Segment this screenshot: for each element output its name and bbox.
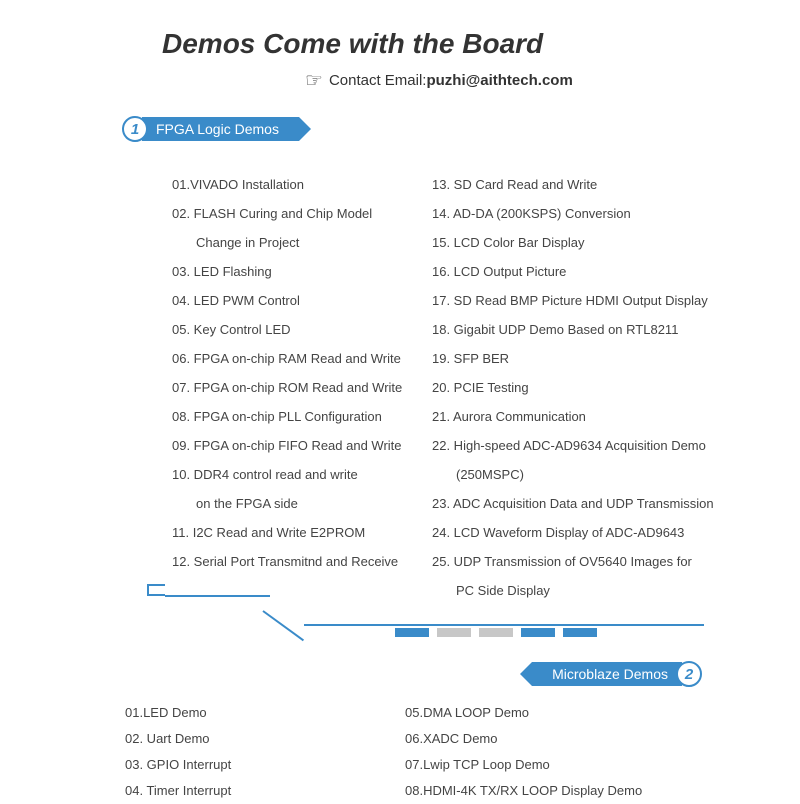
list-item: 11. I2C Read and Write E2PROM xyxy=(172,518,422,547)
contact-label: Contact Email: xyxy=(329,72,427,89)
dash-icon xyxy=(395,628,429,637)
list-item: 06.XADC Demo xyxy=(405,726,705,752)
list-item: PC Side Display xyxy=(432,576,732,605)
list-item: 04. Timer Interrupt xyxy=(125,778,375,804)
dash-icon xyxy=(437,628,471,637)
dash-icon xyxy=(479,628,513,637)
page-title: Demos Come with the Board xyxy=(162,28,543,60)
section1-right-column: 13. SD Card Read and Write14. AD-DA (200… xyxy=(432,170,732,605)
list-item: 04. LED PWM Control xyxy=(172,286,422,315)
divider-box-icon xyxy=(147,584,165,596)
list-item: 21. Aurora Communication xyxy=(432,402,732,431)
divider-line xyxy=(165,595,270,597)
contact-email: puzhi@aithtech.com xyxy=(426,72,572,89)
list-item: on the FPGA side xyxy=(172,489,422,518)
list-item: 07.Lwip TCP Loop Demo xyxy=(405,752,705,778)
list-item: 08.HDMI-4K TX/RX LOOP Display Demo xyxy=(405,778,705,804)
list-item: 18. Gigabit UDP Demo Based on RTL8211 xyxy=(432,315,732,344)
list-item: 01.LED Demo xyxy=(125,700,375,726)
list-item: 16. LCD Output Picture xyxy=(432,257,732,286)
list-item: 08. FPGA on-chip PLL Configuration xyxy=(172,402,422,431)
list-item: 10. DDR4 control read and write xyxy=(172,460,422,489)
list-item: 01.VIVADO Installation xyxy=(172,170,422,199)
list-item: 06. FPGA on-chip RAM Read and Write xyxy=(172,344,422,373)
list-item: 05.DMA LOOP Demo xyxy=(405,700,705,726)
list-item: 12. Serial Port Transmitnd and Receive xyxy=(172,547,422,576)
list-item: 02. FLASH Curing and Chip Model xyxy=(172,199,422,228)
list-item: 13. SD Card Read and Write xyxy=(432,170,732,199)
list-item: 15. LCD Color Bar Display xyxy=(432,228,732,257)
divider-dashes xyxy=(395,628,597,637)
section-1-number: 1 xyxy=(122,116,148,142)
list-item: 07. FPGA on-chip ROM Read and Write xyxy=(172,373,422,402)
list-item: Change in Project xyxy=(172,228,422,257)
dash-icon xyxy=(521,628,555,637)
list-item: 19. SFP BER xyxy=(432,344,732,373)
divider-line xyxy=(304,624,704,626)
hand-point-icon: ☞ xyxy=(305,68,323,93)
list-item: 02. Uart Demo xyxy=(125,726,375,752)
list-item: 14. AD-DA (200KSPS) Conversion xyxy=(432,199,732,228)
section1-left-column: 01.VIVADO Installation02. FLASH Curing a… xyxy=(172,170,422,576)
list-item: 24. LCD Waveform Display of ADC-AD9643 xyxy=(432,518,732,547)
section-1-badge: 1 FPGA Logic Demos xyxy=(122,116,299,142)
section2-left-column: 01.LED Demo02. Uart Demo03. GPIO Interru… xyxy=(125,700,375,804)
section-2-label: Microblaze Demos xyxy=(532,662,682,686)
list-item: 25. UDP Transmission of OV5640 Images fo… xyxy=(432,547,732,576)
list-item: 23. ADC Acquisition Data and UDP Transmi… xyxy=(432,489,732,518)
list-item: 03. GPIO Interrupt xyxy=(125,752,375,778)
list-item: (250MSPC) xyxy=(432,460,732,489)
dash-icon xyxy=(563,628,597,637)
contact-line: ☞ Contact Email: puzhi@aithtech.com xyxy=(305,68,573,93)
section-2-number: 2 xyxy=(676,661,702,687)
section-1-label: FPGA Logic Demos xyxy=(142,117,299,141)
list-item: 03. LED Flashing xyxy=(172,257,422,286)
section-2-badge: Microblaze Demos 2 xyxy=(532,661,702,687)
list-item: 20. PCIE Testing xyxy=(432,373,732,402)
list-item: 09. FPGA on-chip FIFO Read and Write xyxy=(172,431,422,460)
section2-right-column: 05.DMA LOOP Demo06.XADC Demo07.Lwip TCP … xyxy=(405,700,705,804)
list-item: 05. Key Control LED xyxy=(172,315,422,344)
list-item: 22. High-speed ADC-AD9634 Acquisition De… xyxy=(432,431,732,460)
list-item: 17. SD Read BMP Picture HDMI Output Disp… xyxy=(432,286,732,315)
divider-line xyxy=(262,610,304,641)
